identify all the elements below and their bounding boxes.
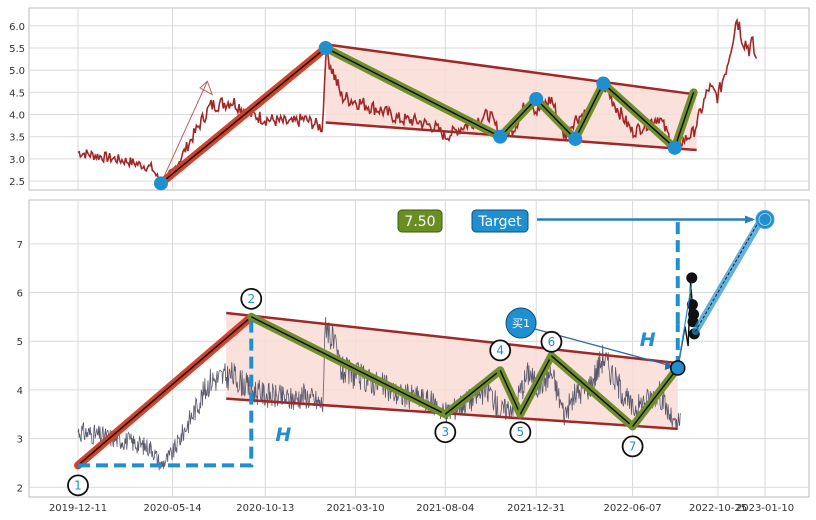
pattern-number-circle <box>434 421 457 444</box>
height-label-right: H <box>640 329 656 351</box>
x-tick-label: 2020-10-13 <box>236 503 294 514</box>
bottom-leg-green-core <box>550 355 634 427</box>
pattern-number-circle <box>67 474 89 497</box>
top-pattern-point <box>529 92 544 106</box>
top-channel-lower-line <box>325 121 697 152</box>
x-tick-label: 2019-12-11 <box>49 503 107 514</box>
x-tick-label: 2021-08-04 <box>416 503 474 514</box>
pattern-number-circle <box>621 435 644 458</box>
top-y-tick-label: 4.0 <box>9 111 25 122</box>
pattern-number-label: 1 <box>74 478 82 492</box>
pattern-number-label: 7 <box>629 439 637 453</box>
post-breakout-point <box>686 299 698 311</box>
buy-marker <box>505 307 537 339</box>
buy-label: 买1 <box>512 317 530 330</box>
post-breakout-point <box>686 272 698 284</box>
x-tick-label: 2022-06-07 <box>604 503 662 514</box>
top-leg-green-core <box>602 82 676 149</box>
top-price-line <box>77 17 758 187</box>
target-value-box <box>397 209 443 233</box>
target-projection-line <box>695 224 758 332</box>
top-pattern-point <box>667 140 682 155</box>
top-y-tick-label: 2.5 <box>9 177 25 188</box>
bottom-leg-green-core <box>499 370 522 415</box>
top-pattern-point <box>568 131 583 146</box>
pattern-number-label: 6 <box>548 335 556 349</box>
top-y-tick-label: 3.5 <box>9 133 25 144</box>
height-measure-left <box>78 316 254 468</box>
bottom-leg-green-core <box>444 369 501 415</box>
breakout-connector <box>677 282 693 369</box>
target-arrowhead <box>745 215 755 224</box>
bottom-y-tick-label: 6 <box>17 289 23 300</box>
height-label-left: H <box>275 424 291 446</box>
top-leg-green-core <box>535 98 576 140</box>
top-leg-green-core <box>574 83 604 140</box>
target-label: Target <box>477 214 522 230</box>
top-y-tick-label: 4.5 <box>9 88 25 99</box>
x-tick-label: 2023-01-10 <box>736 503 794 514</box>
top-y-tick-label: 3.0 <box>9 155 25 166</box>
bottom-leg-up-core <box>77 316 252 466</box>
pattern-number-circle <box>489 339 512 362</box>
bottom-y-tick-label: 3 <box>17 435 23 446</box>
bottom-y-tick-label: 2 <box>17 483 23 494</box>
bottom-y-tick-label: 4 <box>17 386 23 397</box>
top-leg-up-core <box>160 47 327 184</box>
pattern-number-label: 5 <box>517 425 525 439</box>
x-tick-label: 2020-05-14 <box>144 503 202 514</box>
pattern-number-label: 2 <box>247 292 255 306</box>
pattern-number-circle <box>240 287 263 310</box>
top-leg-green-core <box>499 98 537 138</box>
top-pattern-point <box>153 176 168 191</box>
top-pattern-point <box>318 40 333 55</box>
target-box <box>471 209 529 233</box>
top-y-tick-label: 6.0 <box>9 22 25 33</box>
breakout-point <box>669 360 686 376</box>
top-projection-arrow <box>160 81 208 184</box>
target-value-label: 7.50 <box>404 214 435 230</box>
top-pattern-point <box>493 129 508 144</box>
pattern-number-label: 4 <box>496 343 504 357</box>
top-y-tick-label: 5.5 <box>9 44 25 55</box>
x-tick-label: 2021-03-10 <box>327 503 385 514</box>
pattern-number-circle <box>540 330 563 353</box>
bottom-y-tick-label: 5 <box>17 337 23 348</box>
bottom-y-tick-label: 7 <box>17 240 23 251</box>
top-leg-green-core <box>673 92 695 149</box>
top-channel-upper-line <box>325 43 697 96</box>
bottom-channel-upper-line <box>226 311 678 365</box>
top-pattern-point <box>596 76 611 91</box>
top-leg-green-core <box>325 47 501 138</box>
bottom-leg-green-core <box>632 367 679 427</box>
top-y-tick-label: 5.0 <box>9 66 25 77</box>
bottom-leg-green-core <box>250 316 446 415</box>
pattern-number-circle <box>509 421 532 444</box>
x-tick-label: 2021-12-31 <box>507 503 565 514</box>
bottom-leg-green-core <box>519 355 553 415</box>
bottom-channel-fill <box>226 312 678 429</box>
target-point-ring <box>758 213 772 226</box>
x-tick-label: 2022-10-25 <box>689 503 747 514</box>
pattern-number-label: 3 <box>441 425 449 439</box>
top-projection-arrowhead <box>199 80 214 96</box>
